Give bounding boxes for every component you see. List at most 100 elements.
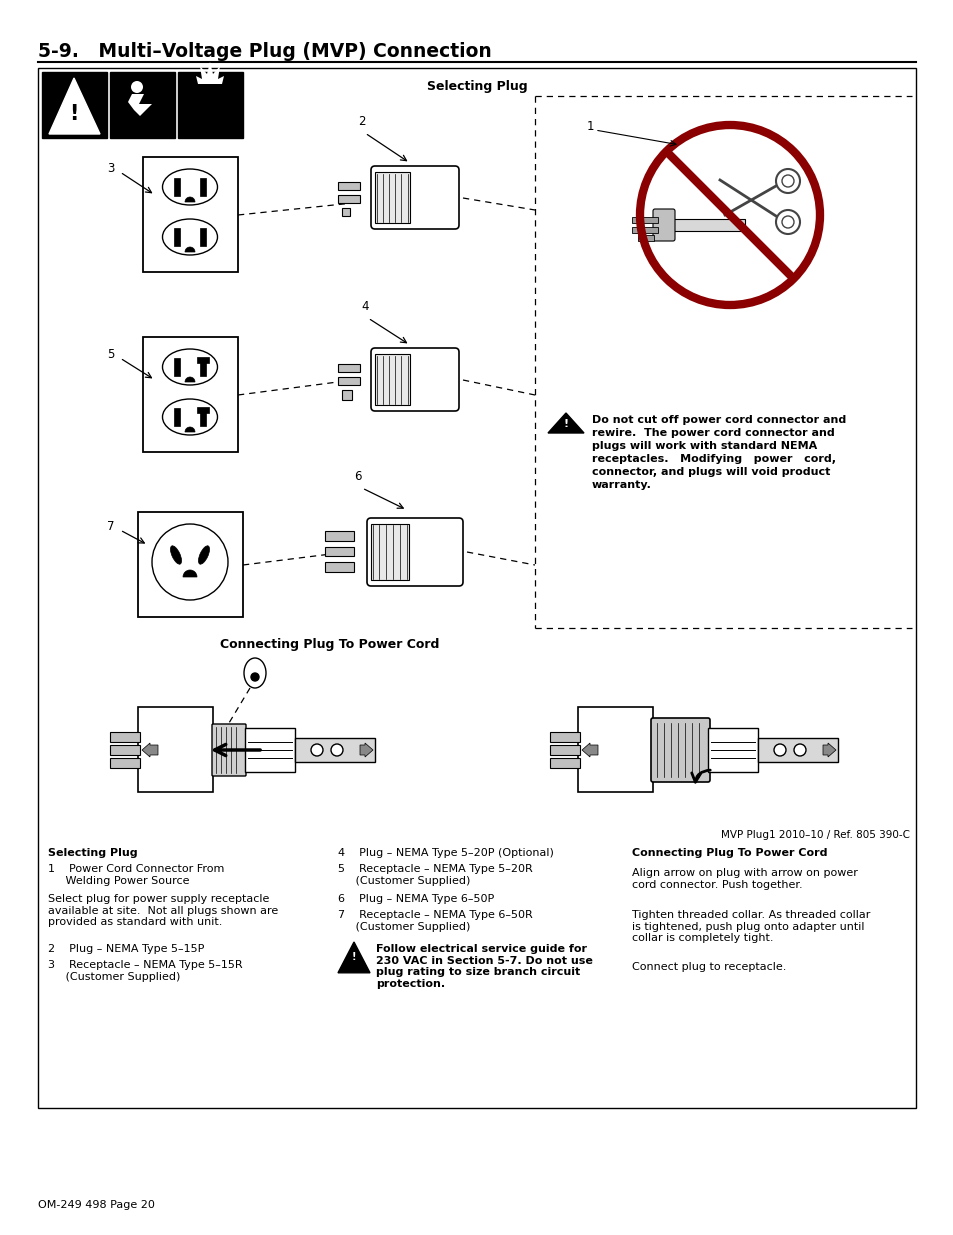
Bar <box>631 227 658 233</box>
Polygon shape <box>128 94 152 116</box>
Text: 5    Receptacle – NEMA Type 5–20R
     (Customer Supplied): 5 Receptacle – NEMA Type 5–20R (Customer… <box>337 864 532 885</box>
Circle shape <box>781 216 793 228</box>
Bar <box>294 739 375 762</box>
Bar <box>550 758 579 768</box>
Circle shape <box>331 743 343 756</box>
Text: 5-9.   Multi–Voltage Plug (MVP) Connection: 5-9. Multi–Voltage Plug (MVP) Connection <box>38 42 491 61</box>
Wedge shape <box>185 427 194 432</box>
Wedge shape <box>185 377 194 382</box>
Text: Connect plug to receptacle.: Connect plug to receptacle. <box>631 962 785 972</box>
FancyBboxPatch shape <box>367 517 462 585</box>
Bar <box>341 207 350 216</box>
Circle shape <box>775 169 800 193</box>
Bar <box>371 524 409 580</box>
Circle shape <box>781 175 793 186</box>
FancyArrow shape <box>581 743 598 757</box>
Bar <box>638 235 654 241</box>
Bar <box>110 758 140 768</box>
Bar <box>138 513 243 618</box>
Text: Selecting Plug: Selecting Plug <box>426 80 527 93</box>
Ellipse shape <box>162 399 217 435</box>
Bar <box>110 745 140 755</box>
Ellipse shape <box>162 169 217 205</box>
Text: 5: 5 <box>108 347 115 361</box>
Bar <box>245 727 294 772</box>
Text: !: ! <box>70 104 78 124</box>
Text: Connecting Plug To Power Cord: Connecting Plug To Power Cord <box>220 638 439 651</box>
Bar <box>325 531 354 541</box>
Circle shape <box>152 524 228 600</box>
Bar <box>707 727 758 772</box>
Bar <box>173 408 180 426</box>
Ellipse shape <box>162 350 217 385</box>
Circle shape <box>639 125 820 305</box>
FancyBboxPatch shape <box>212 724 246 776</box>
Polygon shape <box>547 412 583 433</box>
FancyArrow shape <box>359 743 373 757</box>
Ellipse shape <box>171 546 181 564</box>
Bar <box>341 390 352 400</box>
Text: 1: 1 <box>586 120 593 133</box>
Ellipse shape <box>198 546 210 564</box>
Bar <box>375 172 410 224</box>
Text: 6: 6 <box>354 471 361 483</box>
Text: OM-249 498 Page 20: OM-249 498 Page 20 <box>38 1200 154 1210</box>
FancyArrow shape <box>822 743 835 757</box>
Text: Selecting Plug: Selecting Plug <box>48 848 137 858</box>
Text: !: ! <box>563 419 568 429</box>
Bar <box>631 217 658 224</box>
Polygon shape <box>337 942 370 973</box>
Ellipse shape <box>244 658 266 688</box>
Bar <box>196 357 209 363</box>
Bar <box>758 739 837 762</box>
Text: Align arrow on plug with arrow on power
cord connector. Push together.: Align arrow on plug with arrow on power … <box>631 868 857 889</box>
Text: 3    Receptacle – NEMA Type 5–15R
     (Customer Supplied): 3 Receptacle – NEMA Type 5–15R (Customer… <box>48 960 242 982</box>
Bar <box>143 157 237 272</box>
Bar <box>110 732 140 742</box>
FancyBboxPatch shape <box>650 718 709 782</box>
Bar <box>200 408 206 426</box>
Text: 3: 3 <box>108 162 115 174</box>
Text: Tighten threaded collar. As threaded collar
is tightened, push plug onto adapter: Tighten threaded collar. As threaded col… <box>631 910 869 944</box>
Text: connector, and plugs will void product: connector, and plugs will void product <box>592 467 829 477</box>
Text: !: ! <box>352 952 355 962</box>
Bar <box>138 706 213 792</box>
Bar <box>110 72 174 138</box>
Bar <box>337 182 359 190</box>
Text: MVP Plug1 2010–10 / Ref. 805 390-C: MVP Plug1 2010–10 / Ref. 805 390-C <box>720 830 909 840</box>
Text: plugs will work with standard NEMA: plugs will work with standard NEMA <box>592 441 817 451</box>
Text: Do not cut off power cord connector and: Do not cut off power cord connector and <box>592 415 845 425</box>
Circle shape <box>311 743 323 756</box>
Text: warranty.: warranty. <box>592 480 651 490</box>
Bar <box>578 706 652 792</box>
FancyArrow shape <box>142 743 158 757</box>
Ellipse shape <box>162 219 217 254</box>
Bar <box>173 228 180 246</box>
Polygon shape <box>49 78 100 135</box>
Bar <box>550 732 579 742</box>
Text: 7: 7 <box>108 520 115 532</box>
Circle shape <box>131 82 143 93</box>
Bar <box>325 562 354 572</box>
Text: rewire.  The power cord connector and: rewire. The power cord connector and <box>592 429 834 438</box>
Text: 2: 2 <box>358 115 365 128</box>
Polygon shape <box>195 62 224 84</box>
Circle shape <box>251 673 258 680</box>
Bar <box>173 178 180 196</box>
Bar <box>196 408 209 412</box>
Text: Follow electrical service guide for
230 VAC in Section 5-7. Do not use
plug rati: Follow electrical service guide for 230 … <box>375 944 592 989</box>
Circle shape <box>773 743 785 756</box>
Bar <box>337 377 359 385</box>
FancyBboxPatch shape <box>652 209 675 241</box>
Bar <box>337 364 359 372</box>
Bar <box>38 68 915 1108</box>
Wedge shape <box>183 571 196 577</box>
Circle shape <box>775 210 800 233</box>
Text: 4    Plug – NEMA Type 5–20P (Optional): 4 Plug – NEMA Type 5–20P (Optional) <box>337 848 554 858</box>
Bar <box>200 178 206 196</box>
Bar <box>143 337 237 452</box>
Text: Select plug for power supply receptacle
available at site.  Not all plugs shown : Select plug for power supply receptacle … <box>48 894 278 927</box>
Bar <box>375 354 410 405</box>
Bar <box>200 228 206 246</box>
Bar <box>337 195 359 203</box>
